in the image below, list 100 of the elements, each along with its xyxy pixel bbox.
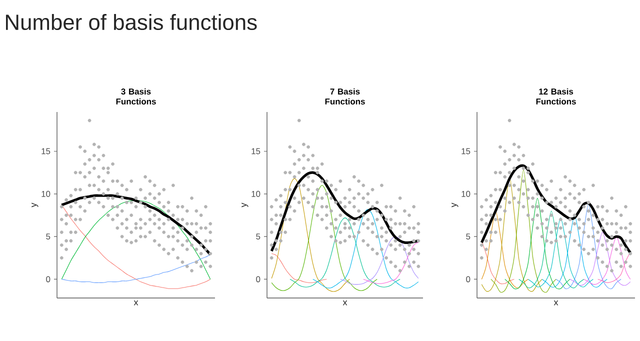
point bbox=[531, 162, 534, 166]
point bbox=[274, 248, 278, 252]
point bbox=[545, 239, 548, 243]
point bbox=[171, 234, 175, 238]
point bbox=[334, 218, 338, 222]
point bbox=[97, 158, 101, 162]
line-series bbox=[312, 208, 419, 288]
point bbox=[375, 234, 379, 238]
point bbox=[166, 218, 170, 222]
point bbox=[102, 179, 106, 183]
point bbox=[498, 188, 502, 192]
point bbox=[402, 230, 406, 234]
point bbox=[610, 234, 614, 238]
point bbox=[568, 192, 572, 196]
point bbox=[297, 170, 301, 174]
point bbox=[125, 218, 128, 222]
point bbox=[370, 188, 374, 192]
point bbox=[398, 234, 402, 238]
point bbox=[316, 196, 320, 200]
point bbox=[614, 260, 618, 264]
point bbox=[554, 226, 558, 230]
point bbox=[494, 230, 498, 234]
point bbox=[284, 218, 288, 222]
line-series bbox=[290, 218, 400, 288]
point bbox=[274, 214, 278, 217]
point bbox=[536, 179, 540, 183]
point bbox=[484, 214, 488, 217]
point bbox=[125, 200, 128, 204]
point bbox=[292, 162, 296, 166]
point bbox=[190, 196, 194, 200]
point bbox=[600, 243, 604, 247]
line-series bbox=[584, 236, 631, 285]
point bbox=[74, 170, 78, 174]
point bbox=[64, 248, 68, 252]
point bbox=[199, 264, 203, 268]
point bbox=[324, 226, 328, 230]
point bbox=[402, 248, 406, 252]
line-series bbox=[481, 240, 514, 284]
point bbox=[480, 230, 484, 234]
point bbox=[624, 226, 628, 230]
point bbox=[64, 214, 68, 217]
point bbox=[380, 234, 384, 238]
point bbox=[348, 234, 352, 238]
point bbox=[582, 230, 586, 234]
y-axis-title: y bbox=[32, 202, 38, 208]
point bbox=[69, 194, 73, 198]
point bbox=[375, 200, 379, 204]
chart-title: 7 Basis Functions bbox=[325, 88, 365, 104]
point bbox=[148, 230, 152, 234]
point bbox=[111, 205, 114, 208]
point bbox=[180, 226, 184, 230]
point bbox=[78, 145, 82, 149]
point bbox=[152, 239, 156, 243]
y-tick-label: 0 bbox=[466, 276, 470, 282]
point bbox=[148, 209, 152, 213]
point bbox=[348, 188, 352, 192]
point bbox=[517, 188, 521, 192]
point bbox=[384, 205, 388, 208]
point bbox=[416, 222, 420, 226]
point bbox=[208, 222, 212, 226]
point bbox=[498, 170, 502, 174]
point bbox=[138, 188, 142, 192]
point bbox=[180, 260, 184, 264]
point bbox=[311, 192, 315, 196]
line-series bbox=[518, 210, 584, 288]
point bbox=[489, 205, 493, 208]
point bbox=[508, 158, 512, 162]
point bbox=[412, 239, 416, 243]
point bbox=[60, 218, 64, 222]
point bbox=[311, 205, 315, 208]
point bbox=[69, 230, 73, 234]
point bbox=[166, 252, 170, 256]
point bbox=[320, 218, 324, 222]
point bbox=[357, 218, 360, 222]
point bbox=[102, 205, 106, 208]
point bbox=[362, 184, 366, 188]
point bbox=[522, 192, 526, 196]
point bbox=[83, 175, 87, 179]
point bbox=[292, 175, 296, 179]
point bbox=[536, 226, 540, 230]
point bbox=[375, 209, 379, 213]
point bbox=[586, 200, 590, 204]
point bbox=[125, 239, 128, 243]
point bbox=[624, 260, 628, 264]
point bbox=[97, 200, 101, 204]
point bbox=[83, 150, 87, 153]
point bbox=[494, 200, 498, 204]
point bbox=[69, 214, 73, 217]
point bbox=[572, 214, 576, 217]
point bbox=[484, 239, 488, 243]
point bbox=[116, 205, 120, 208]
point bbox=[92, 184, 96, 188]
point bbox=[375, 252, 379, 256]
point bbox=[302, 142, 306, 146]
point bbox=[517, 175, 521, 179]
point bbox=[512, 196, 516, 200]
point bbox=[102, 154, 106, 158]
point bbox=[550, 179, 554, 183]
point bbox=[120, 196, 124, 200]
point bbox=[204, 248, 208, 252]
